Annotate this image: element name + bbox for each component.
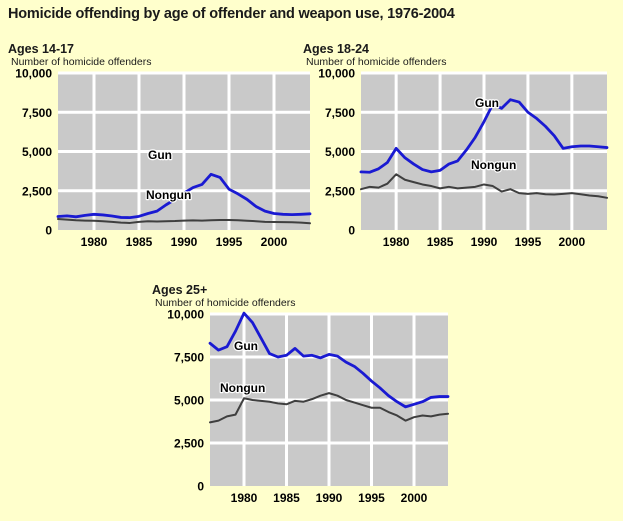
- svg-text:10,000: 10,000: [318, 69, 355, 81]
- svg-text:1990: 1990: [316, 491, 343, 505]
- svg-text:1990: 1990: [171, 235, 198, 249]
- svg-text:2000: 2000: [401, 491, 428, 505]
- panel-subtitle: Number of homicide offenders: [11, 56, 152, 68]
- series-label-nongun: Nongun: [146, 188, 191, 202]
- plot-svg: 0 2,500 5,000 7,500 10,000 1980 1985 1990 1995 20…: [15, 69, 312, 249]
- svg-text:1980: 1980: [231, 491, 258, 505]
- svg-text:10,000: 10,000: [167, 310, 204, 322]
- series-label-gun: Gun: [148, 148, 172, 162]
- panel-title: Ages 25+: [152, 283, 208, 297]
- plot-svg: 0 2,500 5,000 7,500 10,000 1980 1985 1990 1995 20…: [318, 69, 609, 249]
- svg-text:1980: 1980: [81, 235, 108, 249]
- svg-text:10,000: 10,000: [15, 69, 52, 81]
- svg-text:2000: 2000: [261, 235, 288, 249]
- panel-ages-25-plus: Ages 25+ Number of homicide offenders 0 2…: [152, 283, 457, 515]
- panel-subtitle: Number of homicide offenders: [155, 297, 296, 309]
- svg-text:7,500: 7,500: [174, 351, 204, 365]
- svg-text:1985: 1985: [427, 235, 454, 249]
- svg-text:1985: 1985: [273, 491, 300, 505]
- series-label-nongun: Nongun: [471, 158, 516, 172]
- plot-ages-25-plus: 0 2,500 5,000 7,500 10,000 1980 1985 1990 1995 20…: [152, 310, 457, 515]
- svg-text:5,000: 5,000: [22, 145, 52, 159]
- svg-text:2000: 2000: [559, 235, 586, 249]
- plot-ages-18-24: 0 2,500 5,000 7,500 10,000 1980 1985 1990 1995 20…: [303, 69, 616, 259]
- svg-text:5,000: 5,000: [325, 145, 355, 159]
- svg-text:2,500: 2,500: [22, 184, 52, 198]
- series-label-gun: Gun: [234, 339, 258, 353]
- svg-text:0: 0: [45, 224, 52, 238]
- svg-text:7,500: 7,500: [22, 106, 52, 120]
- panel-title: Ages 18-24: [303, 42, 370, 56]
- panel-title: Ages 14-17: [8, 42, 75, 56]
- svg-text:0: 0: [197, 480, 204, 494]
- plot-ages-14-17: 0 2,500 5,000 7,500 10,000 1980 1985 1990 1995 20…: [8, 69, 313, 259]
- panel-subtitle: Number of homicide offenders: [306, 56, 447, 68]
- page-title: Homicide offending by age of offender an…: [8, 6, 455, 22]
- panel-ages-18-24: Ages 18-24 Number of homicide offenders …: [303, 42, 616, 259]
- svg-text:0: 0: [348, 224, 355, 238]
- series-label-nongun: Nongun: [220, 381, 265, 395]
- svg-text:7,500: 7,500: [325, 106, 355, 120]
- svg-text:2,500: 2,500: [174, 437, 204, 451]
- series-label-gun: Gun: [475, 96, 499, 110]
- svg-text:1980: 1980: [383, 235, 410, 249]
- svg-text:1990: 1990: [471, 235, 498, 249]
- svg-text:1995: 1995: [216, 235, 243, 249]
- plot-svg: 0 2,500 5,000 7,500 10,000 1980 1985 1990 1995 20…: [167, 310, 450, 505]
- svg-text:1985: 1985: [126, 235, 153, 249]
- panel-ages-14-17: Ages 14-17 Number of homicide offenders …: [8, 42, 313, 259]
- svg-text:2,500: 2,500: [325, 184, 355, 198]
- svg-text:1995: 1995: [358, 491, 385, 505]
- svg-text:1995: 1995: [515, 235, 542, 249]
- svg-text:5,000: 5,000: [174, 394, 204, 408]
